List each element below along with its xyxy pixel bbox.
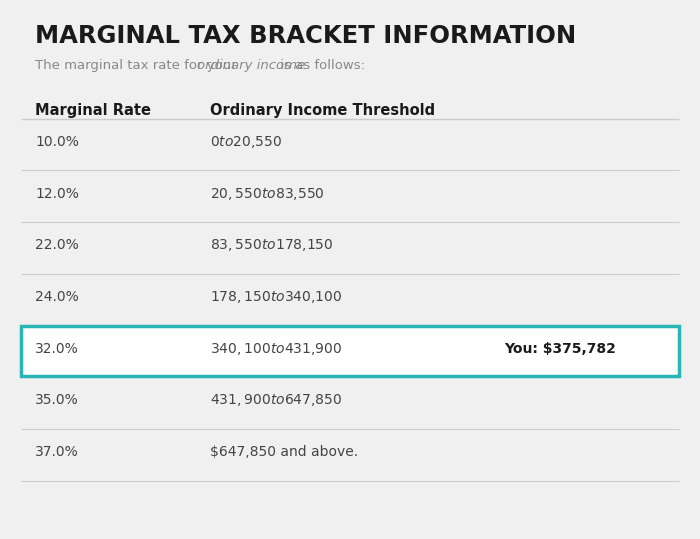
Text: Marginal Rate: Marginal Rate	[35, 103, 151, 119]
FancyBboxPatch shape	[21, 326, 679, 376]
Text: 32.0%: 32.0%	[35, 342, 78, 356]
Text: $83,550 to $178,150: $83,550 to $178,150	[210, 237, 333, 253]
Text: Ordinary Income Threshold: Ordinary Income Threshold	[210, 103, 435, 119]
Text: $178,150 to $340,100: $178,150 to $340,100	[210, 289, 342, 305]
Text: 37.0%: 37.0%	[35, 445, 78, 459]
Text: MARGINAL TAX BRACKET INFORMATION: MARGINAL TAX BRACKET INFORMATION	[35, 24, 576, 49]
Text: $431,900 to $647,850: $431,900 to $647,850	[210, 392, 342, 409]
Text: 35.0%: 35.0%	[35, 393, 78, 407]
Text: 24.0%: 24.0%	[35, 290, 78, 304]
Text: 12.0%: 12.0%	[35, 186, 79, 201]
Text: $340,100 to $431,900: $340,100 to $431,900	[210, 341, 342, 357]
Text: 22.0%: 22.0%	[35, 238, 78, 252]
Text: is as follows:: is as follows:	[276, 59, 365, 72]
Text: ordinary income: ordinary income	[197, 59, 305, 72]
Text: 10.0%: 10.0%	[35, 135, 79, 149]
Text: $647,850 and above.: $647,850 and above.	[210, 445, 358, 459]
Text: $0 to $20,550: $0 to $20,550	[210, 134, 282, 150]
Text: You: $375,782: You: $375,782	[504, 342, 616, 356]
Text: The marginal tax rate for your: The marginal tax rate for your	[35, 59, 241, 72]
Text: $20,550 to $83,550: $20,550 to $83,550	[210, 185, 325, 202]
